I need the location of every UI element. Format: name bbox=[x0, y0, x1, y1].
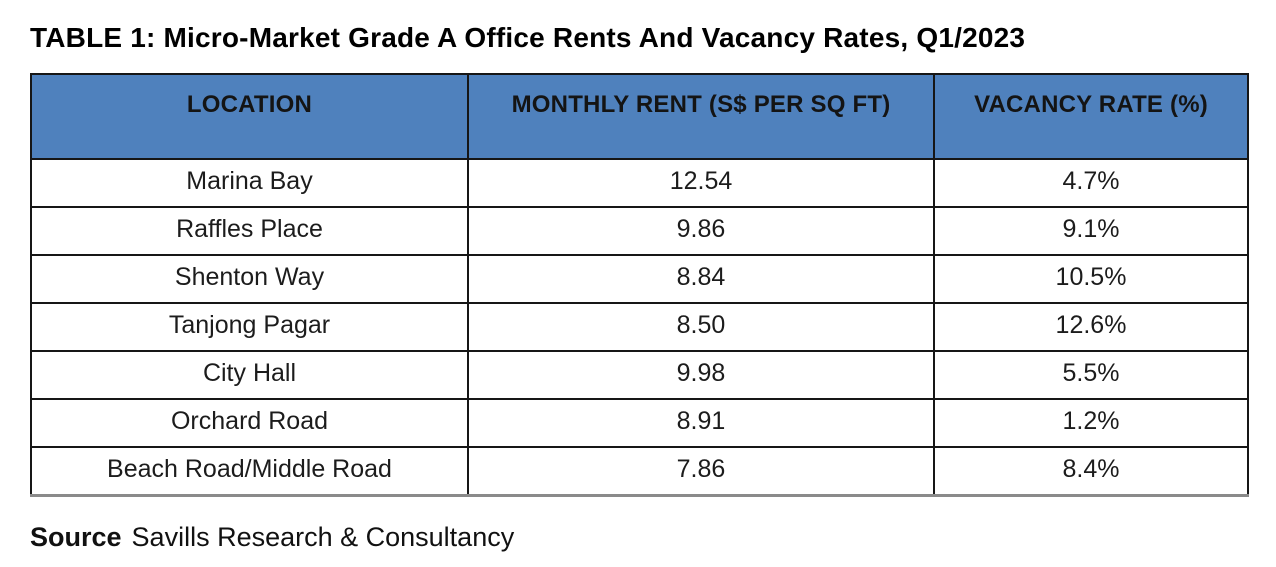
rent-cell: 9.98 bbox=[467, 350, 935, 400]
rent-cell: 7.86 bbox=[467, 446, 935, 497]
location-cell: Marina Bay bbox=[30, 158, 469, 208]
location-cell: Orchard Road bbox=[30, 398, 469, 448]
rent-cell: 12.54 bbox=[467, 158, 935, 208]
location-cell: City Hall bbox=[30, 350, 469, 400]
source-text: Savills Research & Consultancy bbox=[131, 522, 515, 552]
page: TABLE 1: Micro-Market Grade A Office Ren… bbox=[30, 22, 1249, 553]
rent-cell: 9.86 bbox=[467, 206, 935, 256]
table-row: Orchard Road 8.91 1.2% bbox=[30, 398, 1249, 448]
table-row: Marina Bay 12.54 4.7% bbox=[30, 158, 1249, 208]
vacancy-cell: 1.2% bbox=[933, 398, 1249, 448]
rent-cell: 8.50 bbox=[467, 302, 935, 352]
column-header-vacancy-rate: VACANCY RATE (%) bbox=[933, 73, 1249, 160]
vacancy-cell: 8.4% bbox=[933, 446, 1249, 497]
source-line: Source Savills Research & Consultancy bbox=[30, 522, 1246, 553]
rent-cell: 8.84 bbox=[467, 254, 935, 304]
location-cell: Tanjong Pagar bbox=[30, 302, 469, 352]
source-label: Source bbox=[30, 522, 122, 552]
table-title: TABLE 1: Micro-Market Grade A Office Ren… bbox=[30, 22, 1026, 53]
vacancy-cell: 4.7% bbox=[933, 158, 1249, 208]
vacancy-cell: 9.1% bbox=[933, 206, 1249, 256]
vacancy-cell: 12.6% bbox=[933, 302, 1249, 352]
column-header-location: LOCATION bbox=[30, 73, 469, 160]
table-row: City Hall 9.98 5.5% bbox=[30, 350, 1249, 400]
header-row: LOCATION MONTHLY RENT (S$ PER SQ FT) VAC… bbox=[30, 73, 1249, 160]
column-header-monthly-rent: MONTHLY RENT (S$ PER SQ FT) bbox=[467, 73, 935, 160]
table-body: Marina Bay 12.54 4.7% Raffles Place 9.86 9.1%… bbox=[30, 158, 1249, 497]
rents-vacancy-table: LOCATION MONTHLY RENT (S$ PER SQ FT) VAC… bbox=[30, 73, 1249, 497]
rent-cell: 8.91 bbox=[467, 398, 935, 448]
table-row: Raffles Place 9.86 9.1% bbox=[30, 206, 1249, 256]
vacancy-cell: 10.5% bbox=[933, 254, 1249, 304]
location-cell: Shenton Way bbox=[30, 254, 469, 304]
location-cell: Beach Road/Middle Road bbox=[30, 446, 469, 497]
table-row: Beach Road/Middle Road 7.86 8.4% bbox=[30, 446, 1249, 497]
table-row: Tanjong Pagar 8.50 12.6% bbox=[30, 302, 1249, 352]
table-header: LOCATION MONTHLY RENT (S$ PER SQ FT) VAC… bbox=[30, 73, 1249, 160]
table-row: Shenton Way 8.84 10.5% bbox=[30, 254, 1249, 304]
location-cell: Raffles Place bbox=[30, 206, 469, 256]
vacancy-cell: 5.5% bbox=[933, 350, 1249, 400]
